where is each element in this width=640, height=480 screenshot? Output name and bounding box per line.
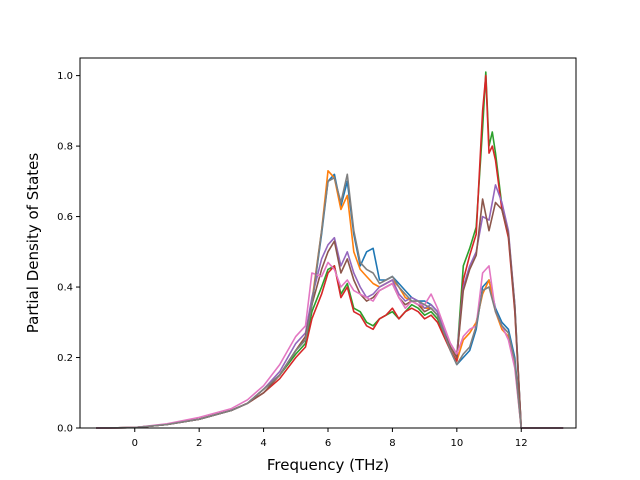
y-tick-label: 0.0 bbox=[57, 424, 73, 435]
x-axis-ticks: 0 2 4 6 8 10 12 bbox=[132, 428, 528, 449]
x-tick-label: 2 bbox=[196, 438, 202, 449]
y-tick-label: 0.8 bbox=[57, 142, 73, 153]
x-axis-label: Frequency (THz) bbox=[267, 456, 389, 474]
y-axis-label: Partial Density of States bbox=[24, 153, 42, 334]
series-line-7 bbox=[96, 261, 564, 429]
series-layer bbox=[96, 71, 564, 429]
x-tick-label: 4 bbox=[260, 438, 266, 449]
y-tick-label: 0.2 bbox=[57, 353, 73, 364]
x-tick-label: 6 bbox=[325, 438, 331, 449]
series-line-8 bbox=[96, 173, 564, 429]
series-line-6 bbox=[96, 198, 564, 429]
x-tick-label: 8 bbox=[389, 438, 395, 449]
x-tick-label: 10 bbox=[450, 438, 463, 449]
x-tick-label: 0 bbox=[132, 438, 138, 449]
plot-area-frame bbox=[79, 57, 577, 429]
y-tick-label: 0.6 bbox=[57, 212, 73, 223]
x-tick-label: 12 bbox=[515, 438, 528, 449]
series-line-5 bbox=[96, 184, 564, 429]
y-tick-label: 1.0 bbox=[57, 71, 73, 82]
y-tick-label: 0.4 bbox=[57, 283, 73, 294]
y-axis-ticks: 0.0 0.2 0.4 0.6 0.8 1.0 bbox=[57, 71, 80, 435]
series-line-4 bbox=[96, 74, 564, 429]
